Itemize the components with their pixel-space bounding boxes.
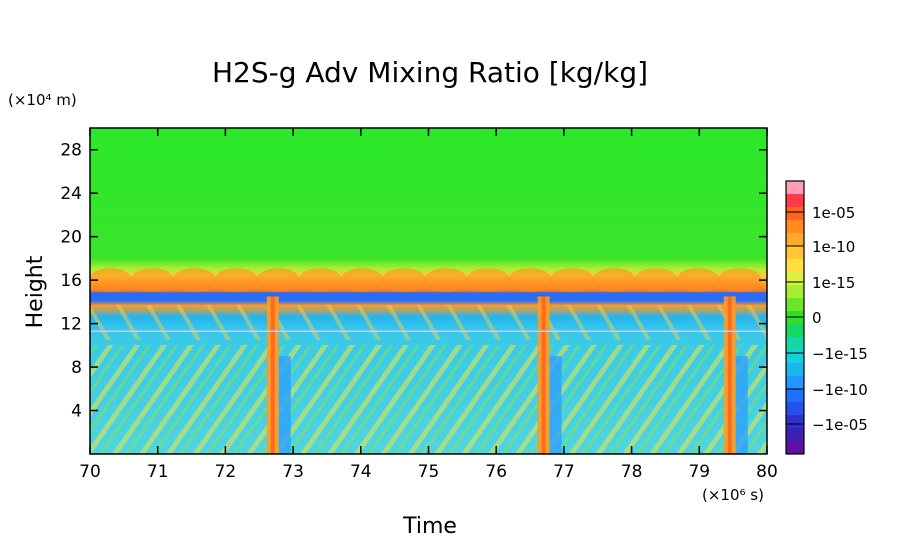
plume-core [541, 296, 546, 454]
colorbar-swatch [786, 181, 804, 195]
colorbar-swatch [786, 298, 804, 312]
x-tick-label: 70 [79, 462, 101, 482]
transition-bump [214, 268, 259, 293]
x-tick-label: 80 [756, 462, 778, 482]
colorbar-swatch [786, 337, 804, 351]
transition-bump [256, 268, 301, 293]
x-axis-label: Time [402, 514, 457, 539]
colorbar-label: −1e-10 [812, 381, 868, 399]
colorbar-swatch [786, 324, 804, 338]
plume-group [266, 296, 748, 454]
transition-bump [675, 268, 720, 293]
transition-bump [382, 268, 427, 293]
transition-bump [717, 268, 762, 293]
transition-bump [298, 268, 343, 293]
colorbar-swatch [786, 233, 804, 247]
x-axis: 70 71 72 73 74 75 76 77 78 79 80 [79, 128, 778, 482]
colorbar-swatch [786, 389, 804, 403]
y-tick-label: 8 [71, 358, 82, 378]
x-tick-label: 75 [418, 462, 440, 482]
y-axis-unit: (×10⁴ m) [8, 91, 77, 109]
x-tick-label: 76 [485, 462, 507, 482]
transition-bumps [90, 268, 767, 332]
transition-bump [466, 268, 511, 293]
colorbar-swatch [786, 363, 804, 377]
plume-core [270, 296, 275, 454]
colorbar-swatch [786, 246, 804, 260]
transition-bump [591, 268, 636, 293]
heatmap-field [90, 128, 767, 454]
transition-bump [424, 268, 469, 293]
colorbar-swatch [786, 220, 804, 234]
colorbar-swatch [786, 285, 804, 299]
colorbar-swatch [786, 415, 804, 429]
colorbar-swatch [786, 311, 804, 325]
colorbar-swatch [786, 376, 804, 390]
x-tick-label: 78 [621, 462, 643, 482]
plume-core [727, 296, 732, 454]
colorbar-label: 0 [812, 309, 822, 327]
chart-title: H2S-g Adv Mixing Ratio [kg/kg] [212, 56, 648, 89]
colorbar-label: 1e-15 [812, 274, 855, 292]
transition-bump [633, 268, 678, 293]
y-tick-label: 16 [60, 271, 82, 291]
colorbar-swatch [786, 272, 804, 286]
transition-bump [508, 268, 553, 293]
colorbar-swatch [786, 428, 804, 442]
x-tick-label: 72 [215, 462, 237, 482]
x-tick-label: 79 [688, 462, 710, 482]
transition-bump [340, 268, 385, 293]
colorbar-label: 1e-10 [812, 238, 855, 256]
colorbar-swatch [786, 259, 804, 273]
y-tick-label: 24 [60, 184, 82, 204]
y-tick-label: 28 [60, 141, 82, 161]
colorbar-label: 1e-05 [812, 204, 855, 222]
y-tick-label: 4 [71, 402, 82, 422]
y-tick-label: 12 [60, 315, 82, 335]
colorbar-swatch [786, 350, 804, 364]
plume-shadow [735, 356, 748, 454]
plume-shadow [278, 356, 291, 454]
colorbar: 1e-05 1e-10 1e-15 0 −1e-15 −1e-10 −1e-05 [785, 180, 868, 455]
colorbar-label: −1e-15 [812, 345, 868, 363]
y-tick-label: 20 [60, 228, 82, 248]
y-axis-label: Height [23, 255, 48, 328]
x-tick-label: 73 [282, 462, 304, 482]
y-axis: 4 8 12 16 20 24 28 [60, 141, 767, 422]
transition-bump [130, 268, 175, 293]
x-tick-label: 74 [350, 462, 372, 482]
plume-shadow [549, 356, 562, 454]
x-axis-unit: (×10⁶ s) [702, 486, 764, 504]
colorbar-swatch [786, 207, 804, 221]
colorbar-label: −1e-05 [812, 416, 868, 434]
colorbar-swatch [786, 402, 804, 416]
x-tick-label: 77 [553, 462, 575, 482]
transition-bump [550, 268, 595, 293]
x-tick-label: 71 [147, 462, 169, 482]
colorbar-swatch [786, 194, 804, 208]
transition-bump [90, 268, 133, 293]
transition-bump [172, 268, 217, 293]
colorbar-swatch [786, 441, 804, 455]
